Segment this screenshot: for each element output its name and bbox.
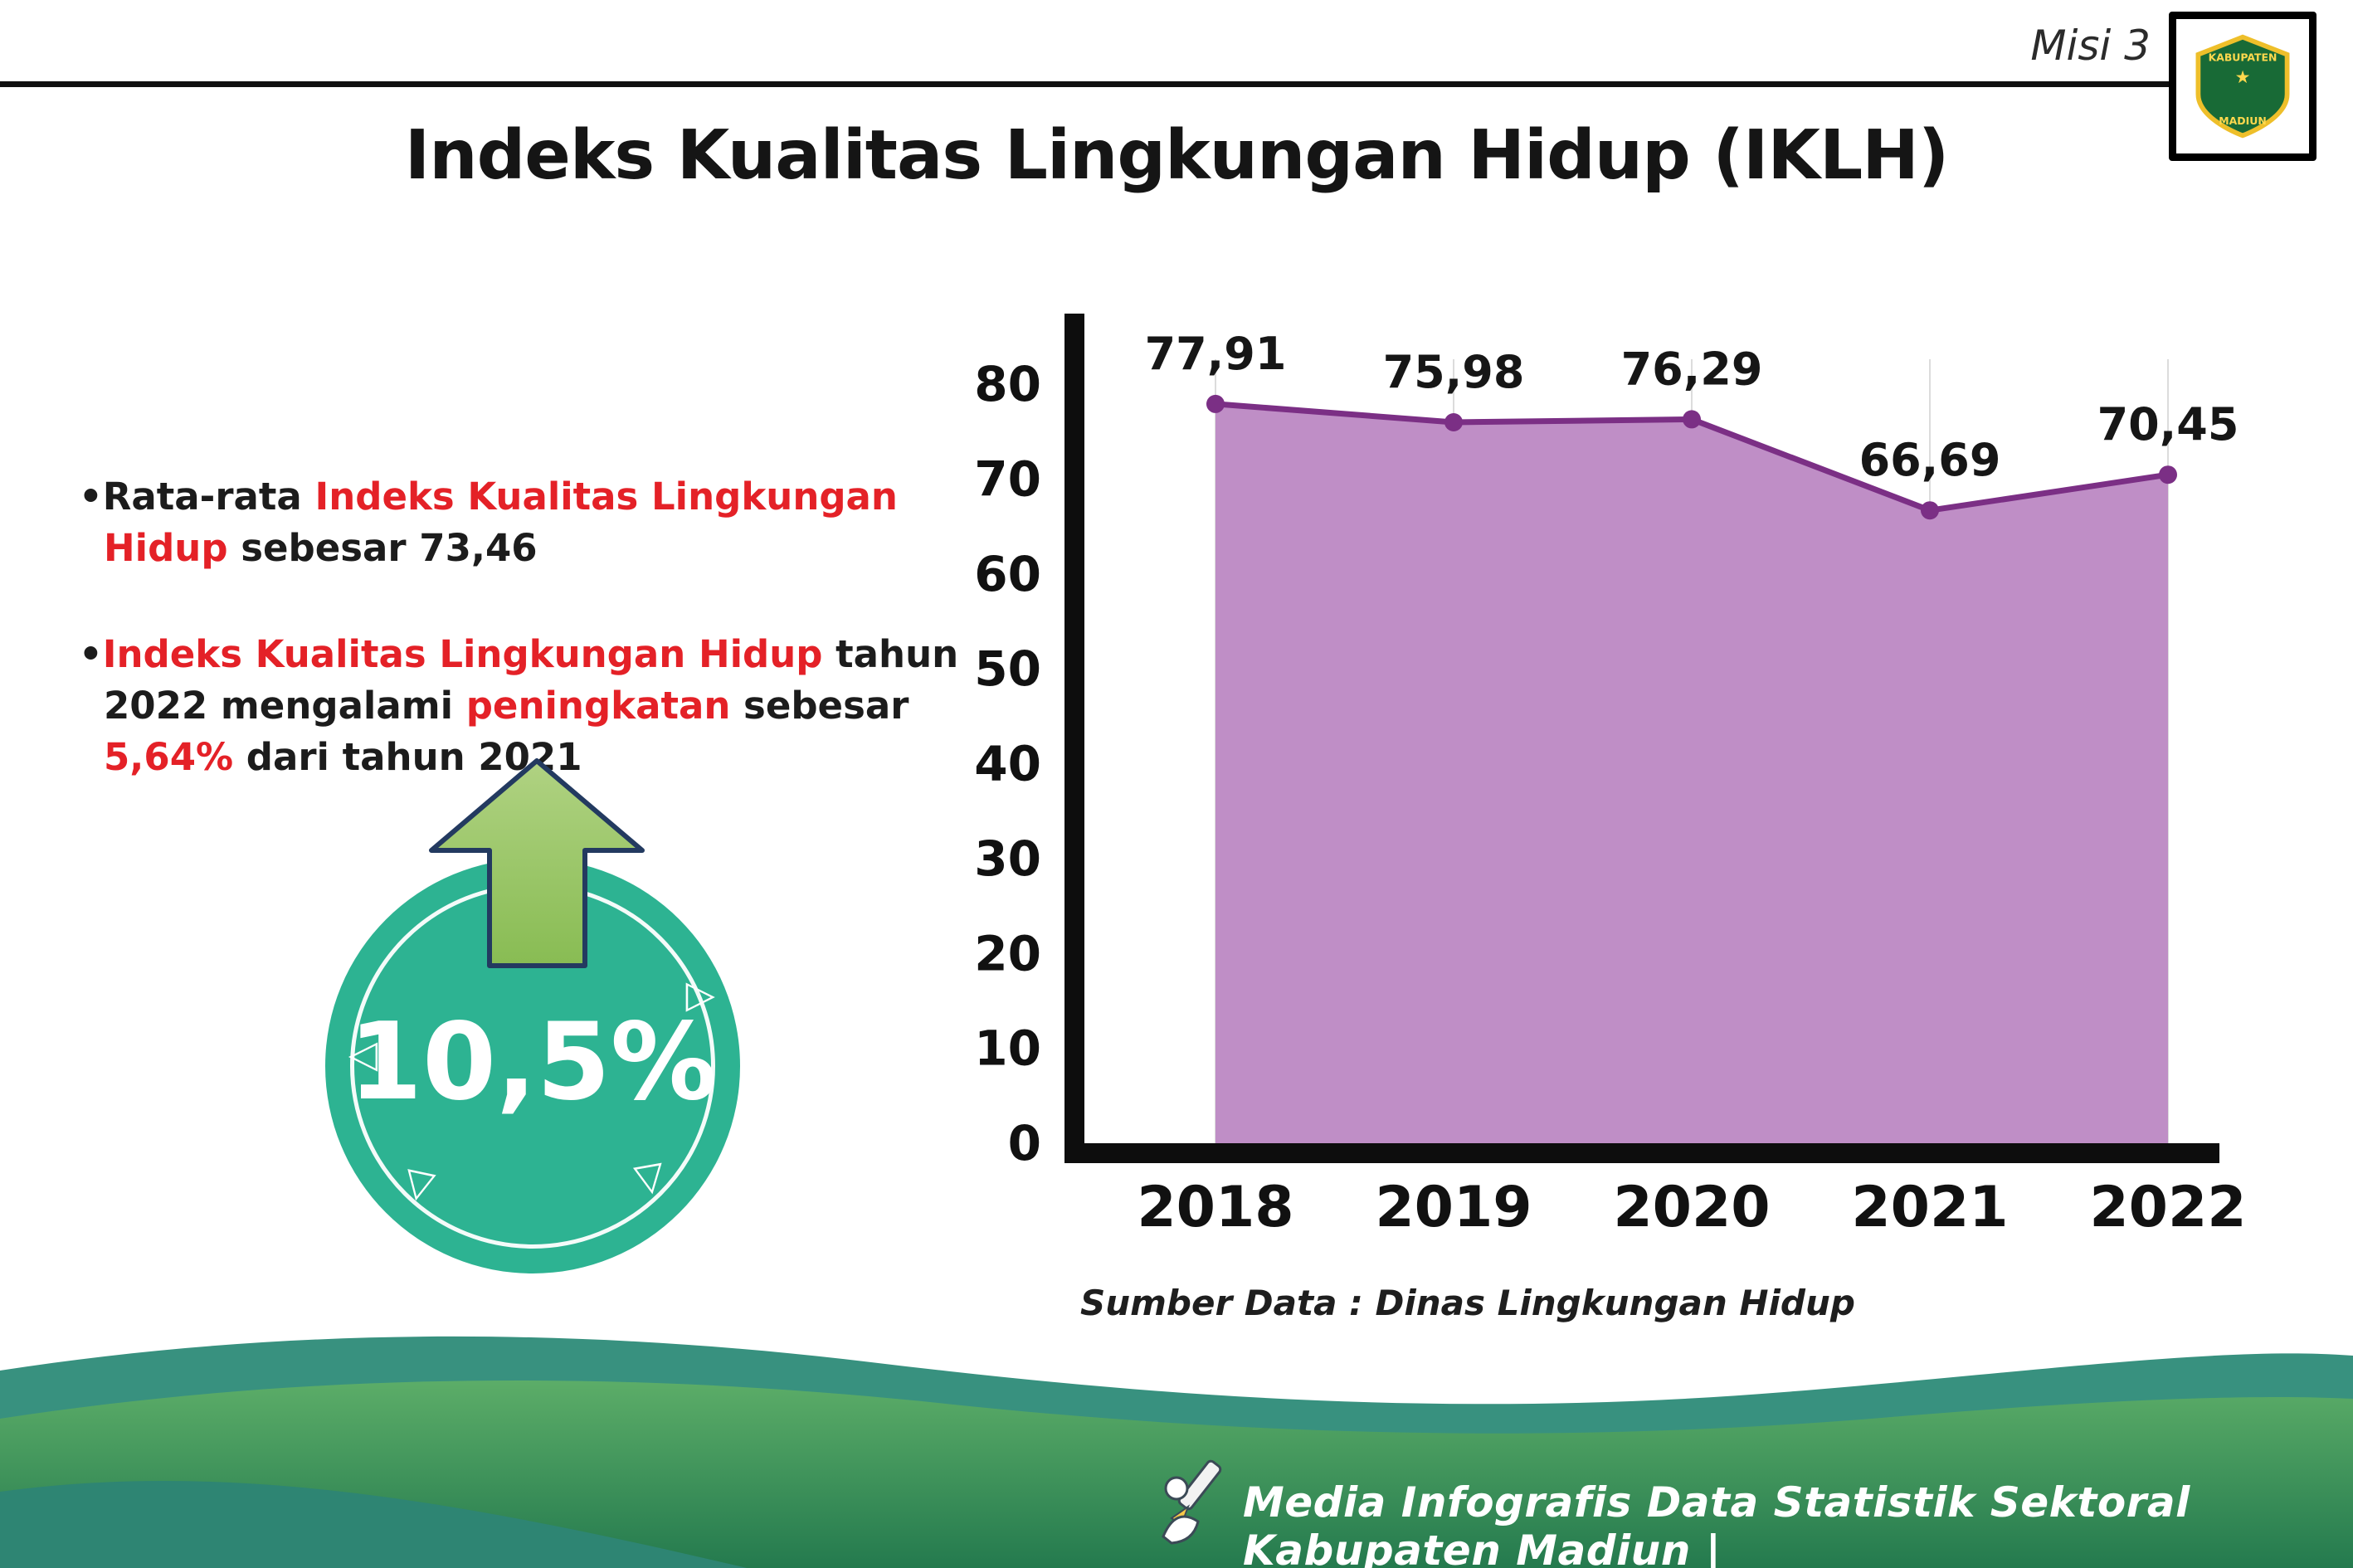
data-value-label: 66,69 xyxy=(1859,434,2001,486)
y-tick-label: 60 xyxy=(974,546,1041,602)
data-value-label: 70,45 xyxy=(2097,398,2239,450)
mascot-writer-icon xyxy=(1162,1459,1222,1545)
data-value-label: 76,29 xyxy=(1621,343,1763,395)
data-value-label: 75,98 xyxy=(1383,346,1525,398)
footer-wave-decoration xyxy=(0,1336,2353,1568)
y-tick-label: 40 xyxy=(974,736,1041,792)
data-value-label: 77,91 xyxy=(1145,328,1287,380)
bullet2-highlight-3: 5,64% xyxy=(104,735,234,780)
footer-wave-front xyxy=(0,1380,2353,1568)
bullet2-text-1: tahun 2022 mengalami xyxy=(104,632,959,728)
data-point-marker xyxy=(2159,465,2177,485)
bullet-marker: • xyxy=(79,632,103,677)
data-point-marker xyxy=(1683,410,1701,429)
y-tick-label: 50 xyxy=(974,640,1041,697)
y-tick-label: 10 xyxy=(974,1020,1041,1077)
kabupaten-madiun-logo-icon: KABUPATEN ★ MADIUN xyxy=(2195,34,2290,139)
bullet1-value: sebesar 73,46 xyxy=(227,526,538,571)
bullet-increase-2022: •Indeks Kualitas Lingkungan Hidup tahun … xyxy=(79,629,979,783)
y-tick-label: 80 xyxy=(974,356,1041,412)
bullet2-text-2: sebesar xyxy=(730,684,909,728)
x-tick-label: 2019 xyxy=(1375,1175,1532,1240)
misi-label: Misi 3 xyxy=(2030,22,2151,70)
data-source-label: Sumber Data : Dinas Lingkungan Hidup xyxy=(1080,1283,1855,1323)
x-axis-line xyxy=(1064,1143,2219,1163)
y-tick-label: 70 xyxy=(974,450,1041,507)
bullet1-text: Rata-rata xyxy=(102,475,315,519)
footer-wave-corner xyxy=(0,1481,747,1568)
y-tick-label: 30 xyxy=(974,830,1041,887)
logo-star-icon: ★ xyxy=(2235,66,2251,87)
triangle-left-icon: ◁ xyxy=(348,1031,378,1076)
logo-text-bottom: MADIUN xyxy=(2219,114,2266,127)
badge-percentage-value: 10,5% xyxy=(348,1001,718,1124)
data-point-marker xyxy=(1444,413,1463,431)
bullet2-highlight-2: peningkatan xyxy=(465,684,731,728)
x-tick-label: 2018 xyxy=(1137,1175,1293,1240)
bullet-average-iklh: •Rata-rata Indeks Kualitas Lingkungan Hi… xyxy=(79,471,979,574)
x-tick-label: 2022 xyxy=(2089,1175,2246,1240)
x-tick-label: 2021 xyxy=(1851,1175,2008,1240)
page-title: Indeks Kualitas Lingkungan Hidup (IKLH) xyxy=(404,116,1950,195)
data-point-marker xyxy=(1921,501,1939,520)
summary-bullets: •Rata-rata Indeks Kualitas Lingkungan Hi… xyxy=(79,471,979,838)
bullet2-highlight-1: Indeks Kualitas Lingkungan Hidup xyxy=(102,632,823,677)
y-axis-line xyxy=(1064,314,1084,1163)
header-rule xyxy=(0,81,2180,87)
bullet-marker: • xyxy=(79,475,103,519)
logo-frame: KABUPATEN ★ MADIUN xyxy=(2169,12,2316,161)
triangle-bottom-right-icon: ▽ xyxy=(631,1152,668,1201)
area-fill xyxy=(1215,403,2168,1143)
bullet1-highlight: Indeks Kualitas Lingkungan Hidup xyxy=(104,475,898,571)
x-tick-label: 2020 xyxy=(1613,1175,1770,1240)
logo-text-top: KABUPATEN xyxy=(2209,51,2277,63)
up-arrow-icon xyxy=(429,758,645,968)
y-tick-label: 20 xyxy=(974,925,1041,981)
triangle-right-icon: ▷ xyxy=(685,971,715,1016)
iklh-area-chart: 0 10 20 30 40 50 60 70 80 2018 2019 2020 2021 2022 77,… xyxy=(974,314,2247,1240)
data-point-marker xyxy=(1206,394,1225,413)
y-tick-label: 0 xyxy=(1008,1115,1041,1171)
footer-credit: Media Infografis Data Statistik Sektoral… xyxy=(1243,1478,2190,1568)
